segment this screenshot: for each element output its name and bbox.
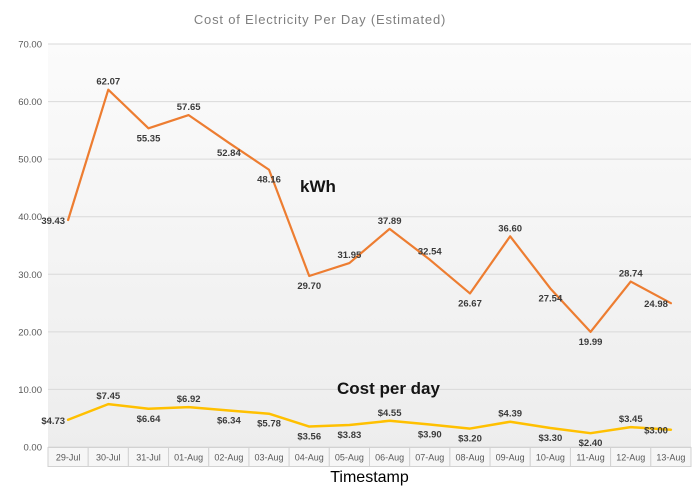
kwh-data-label: 32.54 [418,247,442,258]
y-axis-tick-label: 20.00 [18,327,42,338]
cost-data-label: $3.90 [418,430,442,441]
kwh-data-label: 62.07 [96,77,120,88]
kwh-data-label: 29.70 [297,281,321,292]
kwh-series-label: kWh [300,177,336,196]
x-axis-category-cell [650,447,692,467]
kwh-data-label: 27.54 [538,293,562,304]
cost-data-label: $3.56 [297,432,321,443]
chart-title: Cost of Electricity Per Day (Estimated) [193,12,447,27]
cost-data-label: $6.64 [137,414,161,425]
y-axis-tick-label: 50.00 [18,155,42,166]
kwh-data-label: 39.43 [41,216,65,227]
cost-data-label: $4.39 [498,409,522,420]
cost-data-label: $6.92 [177,394,201,405]
y-axis-tick-label: 40.00 [18,212,42,223]
cost-data-label: $3.45 [619,414,643,425]
cost-data-label: $5.78 [257,419,281,430]
x-axis-tick-label: 02-Aug [214,453,243,463]
cost-data-label: $4.55 [378,408,402,419]
kwh-data-label: 48.16 [257,175,281,186]
kwh-data-label: 37.89 [378,216,402,227]
cost-per-day-series-label: Cost per day [337,379,440,398]
cost-data-label: $3.20 [458,434,482,445]
x-axis-tick-label: 03-Aug [255,453,284,463]
x-axis-tick-label: 11-Aug [576,453,604,463]
cost-data-label: $6.34 [217,415,241,426]
kwh-data-label: 52.84 [217,148,241,159]
kwh-line [66,88,673,334]
x-axis-tick-label: 30-Jul [96,453,121,463]
x-axis-tick-label: 13-Aug [656,453,685,463]
x-axis-tick-label: 06-Aug [375,453,404,463]
y-axis-tick-label: 10.00 [18,385,42,396]
x-axis-tick-label: 08-Aug [455,453,484,463]
kwh-data-label: 19.99 [579,337,603,348]
x-axis-tick-label: 07-Aug [415,453,444,463]
y-axis-tick-label: 70.00 [18,40,42,51]
x-axis-tick-label: 04-Aug [295,453,324,463]
x-axis-tick-label: 10-Aug [536,453,565,463]
x-axis-tick-label: 29-Jul [56,453,81,463]
y-axis-tick-label: 60.00 [18,97,42,108]
x-axis-tick-label: 31-Jul [136,453,161,463]
cost-data-label: $7.45 [96,391,120,402]
x-axis-tick-label: 09-Aug [496,453,525,463]
y-axis-tick-label: 0.00 [24,443,43,454]
kwh-data-label: 57.65 [177,102,201,113]
cost-data-label: $4.73 [41,416,65,427]
y-axis-tick-label: 30.00 [18,270,42,281]
x-axis-title: Timestamp [330,469,409,486]
kwh-data-label: 24.98 [644,299,668,310]
kwh-data-label: 55.35 [137,133,161,144]
kwh-data-label: 28.74 [619,269,643,280]
x-axis-tick-label: 05-Aug [335,453,364,463]
x-axis-tick-label: 12-Aug [616,453,645,463]
cost-data-label: $2.40 [579,438,603,449]
x-axis-tick-label: 01-Aug [174,453,203,463]
cost-per-day-line [66,402,673,435]
cost-data-label: $3.83 [338,430,362,441]
cost-data-label: $3.00 [644,426,668,437]
kwh-data-label: 31.95 [338,250,362,261]
kwh-data-label: 36.60 [498,223,522,234]
cost-data-label: $3.30 [538,433,562,444]
kwh-data-label: 26.67 [458,298,482,309]
